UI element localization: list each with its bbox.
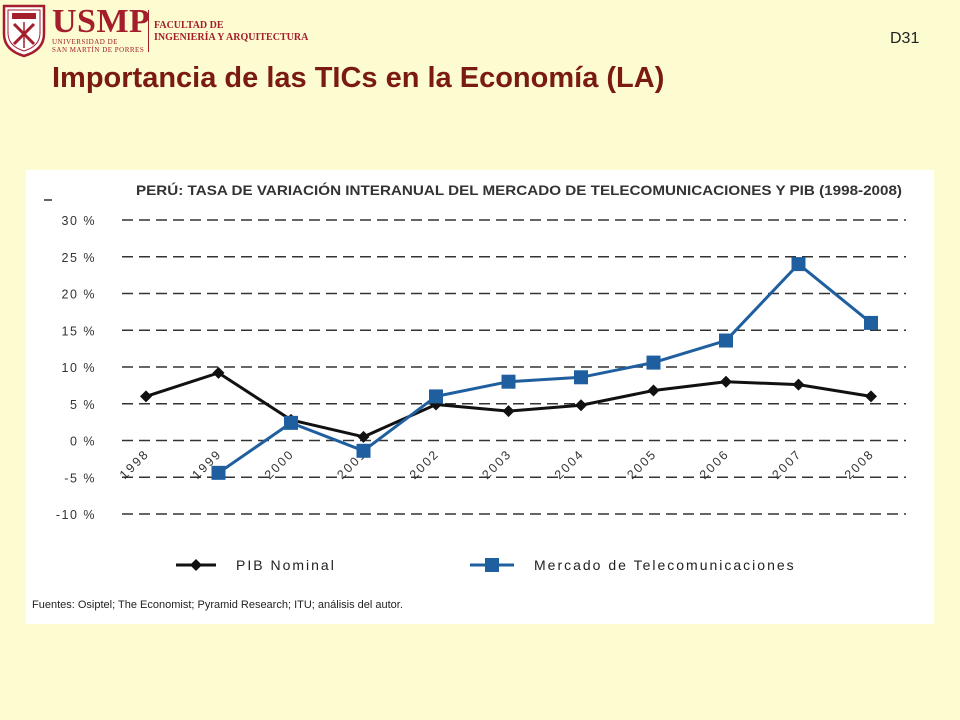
series-line <box>217 262 872 475</box>
legend-swatch-marker <box>190 559 202 571</box>
data-point <box>212 366 225 379</box>
y-tick-label: -5 % <box>64 471 96 485</box>
data-point <box>502 405 515 418</box>
y-tick-label: 15 % <box>62 324 97 338</box>
logo-faculty-name: FACULTAD DE INGENIERÍA Y ARQUITECTURA <box>154 20 309 43</box>
source-note: Fuentes: Osiptel; The Economist; Pyramid… <box>32 599 403 611</box>
slide-code: D31 <box>890 30 920 47</box>
data-point <box>792 378 805 391</box>
data-point <box>430 398 442 411</box>
data-point <box>356 443 371 458</box>
slide-header: USMP UNIVERSIDAD DE SAN MARTÍN DE PORRES… <box>0 0 960 60</box>
data-point <box>140 390 152 403</box>
logo-university-name: UNIVERSIDAD DE SAN MARTÍN DE PORRES <box>52 38 145 54</box>
logo-wordmark: USMP <box>52 3 151 40</box>
data-point <box>865 390 877 403</box>
chart-panel: PERÚ: TASA DE VARIACIÓN INTERANUAL DEL M… <box>26 170 934 624</box>
logo-divider <box>148 10 149 52</box>
line-chart: PERÚ: TASA DE VARIACIÓN INTERANUAL DEL M… <box>32 181 906 611</box>
legend-label: Mercado de Telecomunicaciones <box>534 557 796 573</box>
data-point <box>357 430 370 443</box>
data-point <box>211 465 226 480</box>
data-point <box>791 257 806 272</box>
data-point <box>501 374 516 389</box>
y-tick-label: 5 % <box>70 398 96 412</box>
university-seal-icon <box>2 4 46 58</box>
y-tick-label: 10 % <box>62 361 97 375</box>
data-point <box>646 355 661 370</box>
y-tick-label: 25 % <box>62 251 97 265</box>
data-point <box>574 370 588 385</box>
legend-label: PIB Nominal <box>236 557 336 573</box>
data-point <box>719 333 733 348</box>
data-point <box>864 315 878 330</box>
slide-title: Importancia de las TICs en la Economía (… <box>52 62 665 94</box>
data-point <box>284 415 298 430</box>
data-point <box>429 389 443 404</box>
y-tick-label: 30 % <box>62 214 97 228</box>
data-point <box>647 384 660 397</box>
data-point <box>720 375 732 388</box>
legend-swatch-marker <box>485 558 499 572</box>
y-tick-label: 0 % <box>70 435 96 449</box>
data-point <box>575 399 587 412</box>
y-tick-label: 20 % <box>62 288 97 302</box>
chart-title: PERÚ: TASA DE VARIACIÓN INTERANUAL DEL M… <box>136 181 902 198</box>
y-tick-label: -10 % <box>56 508 96 522</box>
